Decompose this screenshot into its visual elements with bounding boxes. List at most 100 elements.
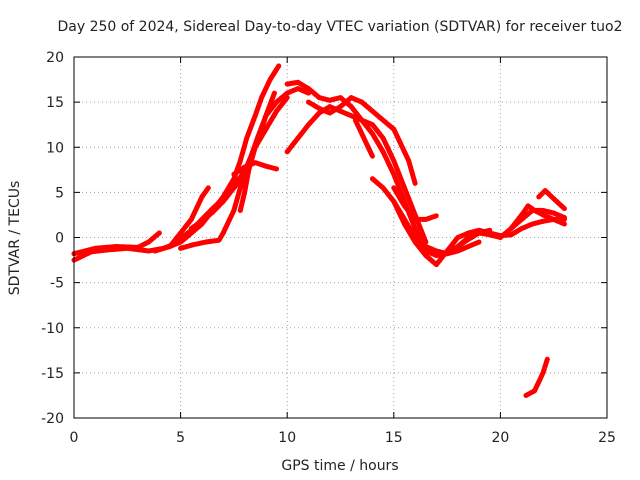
data-point: [353, 117, 358, 123]
data-point: [466, 244, 471, 249]
data-point: [316, 110, 322, 116]
ticks: 0 5 10 15 20 25 -20 -15 -10 -5 0 5 10 15 20: [41, 50, 616, 446]
data-point: [295, 135, 301, 141]
data-point: [540, 218, 546, 224]
data-point: [306, 86, 311, 91]
data-point: [519, 226, 525, 231]
data-point: [487, 232, 493, 238]
data-point: [195, 203, 201, 209]
data-point: [199, 218, 205, 224]
data-point: [267, 77, 273, 82]
data-point: [210, 209, 216, 215]
data-point: [199, 194, 205, 200]
data-point: [359, 131, 365, 137]
data-point: [124, 245, 130, 251]
data-point: [508, 232, 514, 238]
data-point: [348, 113, 354, 119]
data-point: [242, 164, 248, 170]
data-point: [220, 230, 226, 236]
chart-title: Day 250 of 2024, Sidereal Day-to-day VTE…: [57, 19, 622, 35]
series-line-track-d: [167, 63, 282, 249]
data-point: [284, 90, 290, 96]
data-point: [423, 239, 429, 245]
data-point: [412, 217, 418, 222]
data-point: [370, 122, 375, 128]
data-point: [370, 153, 375, 159]
data-point: [402, 185, 407, 191]
data-point: [244, 135, 250, 141]
data-point: [540, 212, 546, 218]
data-point: [466, 236, 471, 242]
x-tick-label: 5: [176, 430, 185, 446]
grid: [74, 57, 607, 418]
series-line-track-k: [284, 104, 429, 245]
y-tick-label: 0: [55, 231, 64, 247]
x-axis-label: GPS time / hours: [281, 458, 398, 474]
data-point: [178, 245, 184, 251]
data-point: [348, 95, 354, 100]
data-point: [542, 188, 548, 194]
data-point: [532, 388, 537, 394]
data-point: [423, 253, 429, 258]
data-point: [391, 158, 397, 164]
data-point: [327, 97, 333, 103]
data-point: [284, 149, 290, 155]
data-point: [88, 249, 94, 255]
data-point: [327, 104, 333, 109]
data-point: [370, 108, 375, 114]
data-point: [272, 90, 277, 96]
data-point: [252, 160, 258, 166]
x-tick-label: 20: [491, 430, 509, 446]
data-point: [306, 122, 311, 128]
data-point: [188, 217, 194, 222]
data-point: [391, 171, 397, 177]
y-tick-label: 10: [46, 140, 64, 156]
data-point: [103, 247, 109, 253]
data-point: [348, 104, 354, 109]
data-point: [476, 239, 482, 245]
data-point: [562, 206, 567, 212]
data-point: [263, 163, 269, 169]
data-point: [397, 140, 403, 146]
data-point: [523, 393, 529, 398]
x-tick-label: 0: [70, 430, 79, 446]
data-point: [476, 230, 482, 236]
y-tick-label: -10: [41, 321, 64, 337]
y-tick-label: -5: [50, 276, 64, 292]
data-point: [173, 239, 179, 245]
data-point: [434, 213, 439, 219]
data-point: [359, 117, 365, 123]
data-point: [434, 262, 439, 267]
data-point: [231, 185, 237, 191]
data-point: [370, 131, 375, 137]
data-point: [216, 237, 222, 243]
data-point: [540, 370, 546, 376]
data-point: [525, 203, 531, 209]
data-point: [551, 217, 557, 222]
data-point: [530, 221, 535, 227]
data-point: [365, 144, 371, 150]
data-point: [406, 158, 412, 164]
data-point: [455, 244, 461, 249]
data-point: [220, 199, 226, 204]
x-tick-label: 10: [278, 430, 296, 446]
data-point: [391, 126, 397, 132]
data-point: [562, 221, 567, 227]
data-series: [71, 63, 567, 398]
data-point: [434, 248, 439, 254]
data-point: [284, 81, 290, 87]
data-point: [562, 215, 567, 221]
data-point: [274, 166, 279, 172]
data-point: [412, 180, 418, 186]
data-point: [380, 135, 386, 141]
data-point: [455, 235, 461, 240]
data-point: [276, 63, 282, 69]
data-point: [306, 99, 311, 105]
data-point: [237, 185, 243, 191]
data-point: [412, 226, 418, 231]
data-point: [259, 126, 264, 132]
data-point: [551, 210, 557, 216]
data-point: [423, 217, 429, 222]
data-point: [316, 95, 322, 100]
series-line-track-h: [237, 86, 311, 213]
